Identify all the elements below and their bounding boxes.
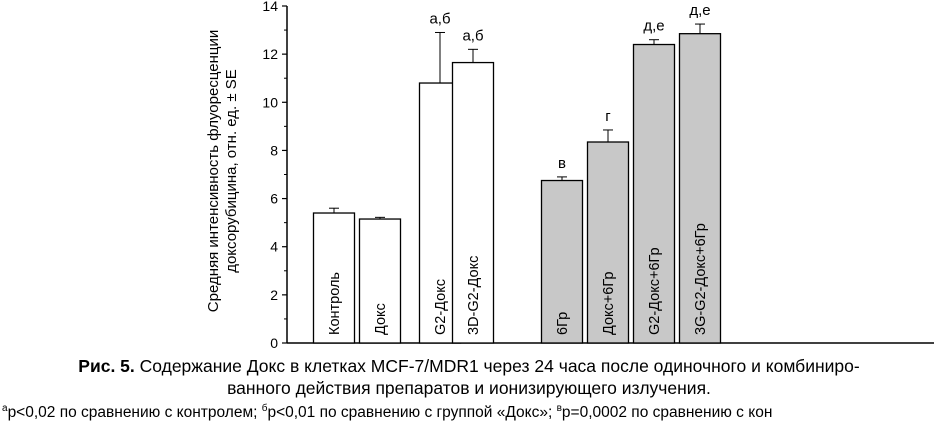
footnote-text-a: p<0,02 по сравнению с контролем; <box>7 404 262 421</box>
category-label: G2-Докс <box>433 279 449 335</box>
significance-label: в <box>558 155 566 172</box>
y-tick-label: 0 <box>270 335 278 350</box>
category-label: Докс+6Гр <box>601 272 617 335</box>
category-label: 3G-G2-Докс+6Гр <box>693 223 709 335</box>
bar <box>312 212 356 344</box>
footnote-marker-a: а <box>2 403 8 414</box>
category-label: 3D-G2-Докс <box>466 256 482 335</box>
y-axis-label: Средняя интенсивность флуоресценции докс… <box>205 30 240 312</box>
footnote: аp<0,02 по сравнению с контролем; бp<0,0… <box>2 403 772 423</box>
footnote-marker-c: в <box>556 403 562 414</box>
figure-caption-line1: Рис. 5. Содержание Докс в клетках MCF-7/… <box>0 355 938 377</box>
y-axis-label-line1: Средняя интенсивность флуоресценции <box>205 30 222 312</box>
y-tick-label: 4 <box>270 239 278 255</box>
figure-caption-label: Рис. 5. <box>78 356 135 376</box>
y-tick-label: 8 <box>270 142 278 158</box>
y-tick-label: 12 <box>262 46 278 62</box>
chart-bars: Контроль Докс G2-Докс а,б 3D-G2-Докс а,б 6Гр в Д… <box>312 2 722 344</box>
bar <box>358 218 402 344</box>
bar-chart: 0 2 4 6 8 10 12 14 Контроль Докс G2-Докс а,б 3D-G2-… <box>205 0 934 350</box>
y-tick-label: 14 <box>262 0 278 14</box>
figure-caption-text: Содержание Докс в клетках MCF-7/MDR1 чер… <box>134 356 860 376</box>
significance-label: д,е <box>643 18 664 35</box>
bar <box>586 141 630 344</box>
category-label: Докс <box>373 303 389 335</box>
y-tick-label: 2 <box>270 287 278 303</box>
significance-label: а,б <box>429 10 450 27</box>
y-axis-label-line2: доксорубицина, отн. ед. ± SE <box>223 69 240 273</box>
bar <box>632 43 676 344</box>
bar <box>678 33 722 344</box>
significance-label: г <box>605 108 611 125</box>
significance-label: д,е <box>689 2 710 19</box>
bar <box>540 179 584 344</box>
significance-label: а,б <box>462 27 483 44</box>
y-tick-label: 6 <box>270 191 278 207</box>
category-label: Контроль <box>327 272 343 335</box>
footnote-text-c: p=0,0002 по сравнению с кон <box>561 404 773 421</box>
footnote-marker-b: б <box>261 403 268 414</box>
category-label: 6Гр <box>555 312 571 335</box>
bar <box>451 61 495 344</box>
footnote-text-b: p<0,01 по сравнению с группой «Докс»; <box>267 404 557 421</box>
category-label: G2-Докс+6Гр <box>647 247 663 335</box>
y-tick-label: 10 <box>262 94 278 110</box>
figure-caption-line2: ванного действия препаратов и ионизирующ… <box>227 378 711 398</box>
